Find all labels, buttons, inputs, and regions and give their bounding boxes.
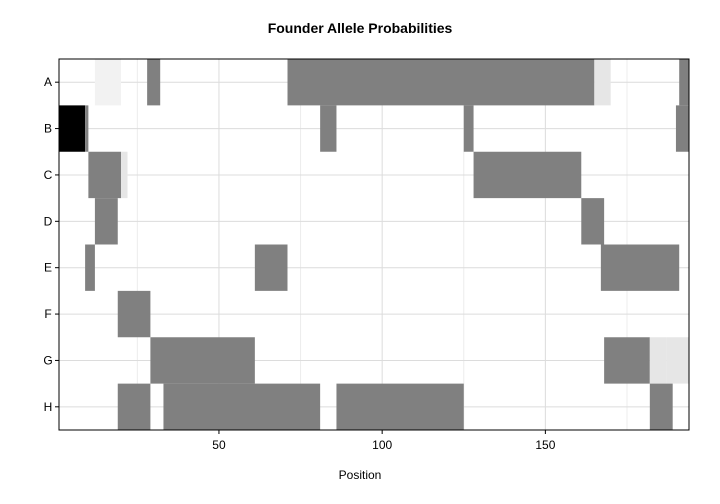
y-tick-label: A bbox=[44, 75, 52, 89]
heatmap-cell bbox=[649, 337, 667, 384]
y-tick-label: G bbox=[43, 353, 52, 367]
y-tick-label: C bbox=[44, 168, 53, 182]
y-tick-labels: A B C D E F G H bbox=[43, 75, 59, 414]
heatmap-cells bbox=[59, 59, 689, 430]
y-tick-label: H bbox=[44, 400, 53, 414]
heatmap-cell bbox=[287, 59, 595, 106]
heatmap-cell bbox=[679, 59, 689, 106]
x-tick-label: 100 bbox=[372, 438, 392, 452]
y-tick-label: B bbox=[44, 122, 52, 136]
heatmap-cell bbox=[117, 383, 151, 430]
heatmap-cell bbox=[94, 59, 122, 106]
heatmap-cell bbox=[163, 383, 321, 430]
x-tick-label: 150 bbox=[535, 438, 555, 452]
heatmap-cell bbox=[254, 244, 288, 291]
heatmap-cell bbox=[94, 198, 118, 245]
y-tick-label: E bbox=[44, 261, 52, 275]
y-tick-label: F bbox=[44, 307, 51, 321]
heatmap-cell bbox=[594, 59, 611, 106]
heatmap-cell bbox=[600, 244, 680, 291]
heatmap-cell bbox=[675, 105, 689, 152]
heatmap-cell bbox=[59, 105, 86, 152]
grid-lines bbox=[59, 59, 689, 430]
x-tick-label: 50 bbox=[212, 438, 226, 452]
heatmap-cell bbox=[88, 151, 122, 199]
y-tick-label: D bbox=[44, 214, 53, 228]
heatmap-cell bbox=[147, 59, 161, 106]
heatmap-cell bbox=[121, 151, 128, 199]
heatmap-cell bbox=[117, 290, 151, 338]
heatmap-cell bbox=[463, 105, 474, 152]
heatmap-cell bbox=[581, 198, 605, 245]
heatmap-cell bbox=[473, 151, 582, 199]
heatmap-cell bbox=[150, 337, 255, 384]
heatmap-cell bbox=[85, 244, 95, 291]
heatmap-cell bbox=[320, 105, 337, 152]
heatmap-cell bbox=[649, 383, 673, 430]
plot-frame bbox=[58, 58, 690, 431]
chart-title: Founder Allele Probabilities bbox=[267, 20, 453, 36]
heatmap-cell bbox=[604, 337, 650, 384]
x-axis-title: Position bbox=[338, 468, 382, 482]
heatmap-cell bbox=[336, 383, 464, 430]
heatmap-cell bbox=[666, 337, 689, 384]
heatmap-cell bbox=[85, 105, 89, 152]
x-tick-labels: 50 100 150 bbox=[212, 430, 556, 452]
